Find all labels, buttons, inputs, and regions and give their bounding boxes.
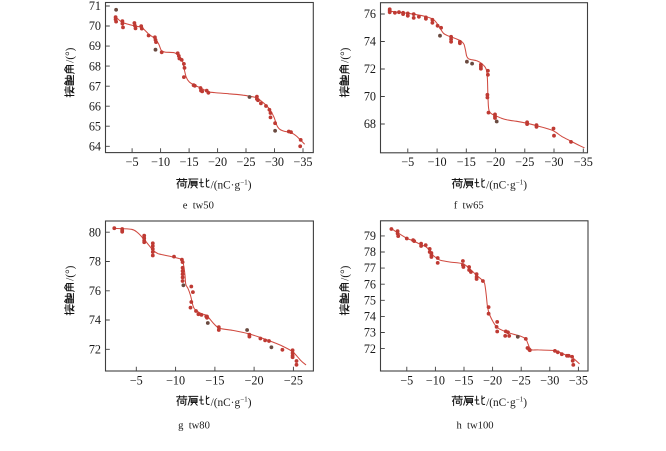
svg-text:−10: −10 (428, 155, 447, 169)
svg-text:70: 70 (364, 90, 376, 104)
svg-text:77: 77 (364, 261, 376, 275)
svg-text:−25: −25 (236, 155, 255, 169)
svg-text:74: 74 (89, 313, 101, 327)
svg-text:−35: −35 (574, 155, 593, 169)
svg-text:76: 76 (364, 7, 376, 21)
svg-text:67: 67 (89, 79, 101, 93)
svg-text:74: 74 (364, 35, 376, 49)
svg-text:73: 73 (364, 326, 376, 340)
svg-text:−30: −30 (544, 155, 563, 169)
svg-text:−5: −5 (401, 155, 414, 169)
svg-text:−5: −5 (126, 155, 139, 169)
svg-text:78: 78 (364, 245, 376, 259)
svg-text:76: 76 (89, 284, 101, 298)
svg-text:68: 68 (89, 59, 101, 73)
svg-text:72: 72 (364, 342, 376, 356)
svg-text:−5: −5 (130, 373, 143, 387)
svg-text:−25: −25 (284, 373, 303, 387)
svg-text:−25: −25 (512, 373, 531, 387)
svg-text:72: 72 (89, 343, 101, 357)
svg-text:e tw50: e tw50 (183, 200, 214, 211)
svg-text:74: 74 (364, 310, 376, 324)
svg-text:69: 69 (89, 39, 101, 53)
svg-text:/(°): /(°) (64, 47, 76, 62)
svg-text:65: 65 (89, 119, 101, 133)
svg-text:−30: −30 (540, 373, 559, 387)
svg-text:80: 80 (89, 225, 101, 239)
svg-text:71: 71 (89, 0, 101, 13)
svg-text:−35: −35 (293, 155, 312, 169)
svg-text:−10: −10 (166, 373, 185, 387)
svg-text:−20: −20 (483, 373, 502, 387)
svg-text:−20: −20 (245, 373, 264, 387)
svg-text:h tw100: h tw100 (456, 420, 493, 431)
svg-text:/(°): /(°) (339, 47, 351, 62)
svg-text:−10: −10 (151, 155, 170, 169)
svg-text:70: 70 (89, 19, 101, 33)
svg-text:−20: −20 (208, 155, 227, 169)
svg-text:79: 79 (364, 229, 376, 243)
svg-text:−30: −30 (265, 155, 284, 169)
svg-text:/(°): /(°) (339, 265, 351, 280)
svg-text:−15: −15 (454, 373, 473, 387)
svg-text:76: 76 (364, 277, 376, 291)
svg-text:f tw65: f tw65 (454, 200, 484, 211)
svg-text:66: 66 (89, 99, 101, 113)
svg-text:−35: −35 (569, 373, 588, 387)
svg-text:−15: −15 (180, 155, 199, 169)
svg-text:75: 75 (364, 293, 376, 307)
svg-text:68: 68 (364, 117, 376, 131)
svg-text:−15: −15 (205, 373, 224, 387)
svg-text:−25: −25 (515, 155, 534, 169)
svg-text:−20: −20 (486, 155, 505, 169)
svg-text:78: 78 (89, 255, 101, 269)
svg-text:−5: −5 (400, 373, 413, 387)
svg-text:64: 64 (89, 139, 101, 153)
svg-text:72: 72 (364, 62, 376, 76)
svg-text:−10: −10 (426, 373, 445, 387)
svg-text:−15: −15 (457, 155, 476, 169)
svg-text:g tw80: g tw80 (178, 420, 210, 431)
svg-text:/(°): /(°) (64, 265, 76, 280)
